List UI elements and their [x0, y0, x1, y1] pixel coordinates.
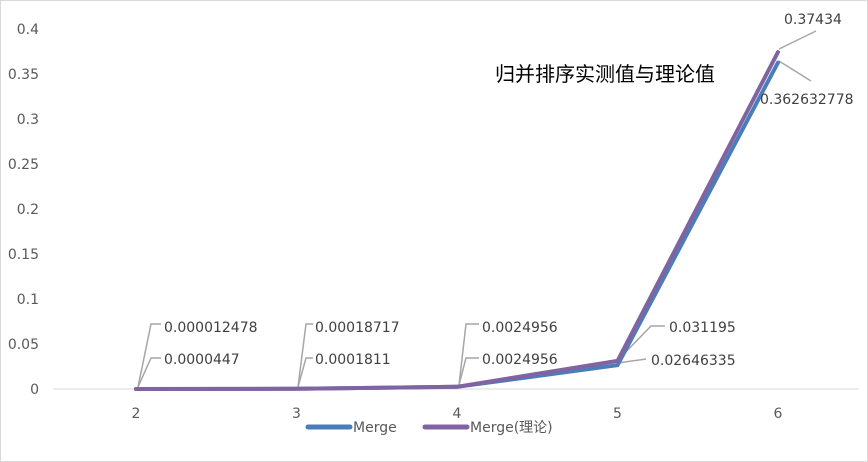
y-tick-label: 0.3: [17, 112, 39, 128]
data-label: 0.0024956: [482, 352, 558, 368]
y-tick-label: 0.4: [17, 22, 39, 38]
data-label: 0.0024956: [482, 320, 558, 336]
x-tick-label: 4: [453, 406, 462, 422]
data-label: 0.000012478: [164, 320, 258, 336]
legend-label-0: Merge: [353, 420, 397, 436]
y-axis: 0 0.05 0.1 0.15 0.2 0.25 0.3 0.35 0.4: [8, 22, 39, 398]
y-tick-label: 0.35: [8, 67, 39, 83]
series-line-1: [134, 50, 780, 391]
data-label-leader: [137, 323, 161, 388]
y-tick-label: 0.25: [8, 157, 39, 173]
data-label: 0.362632778: [760, 92, 854, 108]
data-label: 0.37434: [784, 12, 842, 28]
x-tick-label: 3: [292, 406, 301, 422]
y-tick-label: 0.05: [8, 337, 39, 353]
data-label: 0.00018717: [315, 320, 400, 336]
series-lines: [134, 50, 780, 391]
y-tick-label: 0.15: [8, 247, 39, 263]
data-label: 0.0001811: [315, 352, 391, 368]
x-axis: 2 3 4 5 6: [53, 388, 859, 422]
data-label-leader: [618, 325, 665, 360]
x-tick-label: 6: [774, 406, 783, 422]
data-label-leader: [778, 60, 812, 82]
y-tick-label: 0.2: [17, 202, 39, 218]
x-tick-label: 2: [132, 406, 141, 422]
data-label-leader: [778, 30, 817, 50]
chart-title: 归并排序实测值与理论值: [495, 62, 715, 86]
data-label: 0.031195: [669, 320, 736, 336]
y-tick-label: 0: [30, 382, 39, 398]
data-label-leader: [297, 323, 313, 388]
data-label-leader: [297, 357, 313, 388]
data-label-leader: [137, 357, 161, 388]
data-label-leader: [617, 358, 647, 364]
legend-label-1: Merge(理论): [470, 420, 553, 436]
data-labels: 0.0000447 0.0001811 0.0024956 0.02646335 0.3…: [164, 12, 854, 369]
data-label: 0.02646335: [651, 353, 736, 369]
series-line-0: [134, 60, 780, 391]
data-label: 0.0000447: [164, 352, 240, 368]
x-tick-label: 5: [613, 406, 622, 422]
data-label-leaders: [137, 30, 817, 388]
y-tick-label: 0.1: [17, 292, 39, 308]
data-label-leader: [458, 357, 479, 386]
legend: Merge Merge(理论): [305, 420, 553, 436]
data-label-leader: [458, 323, 479, 386]
